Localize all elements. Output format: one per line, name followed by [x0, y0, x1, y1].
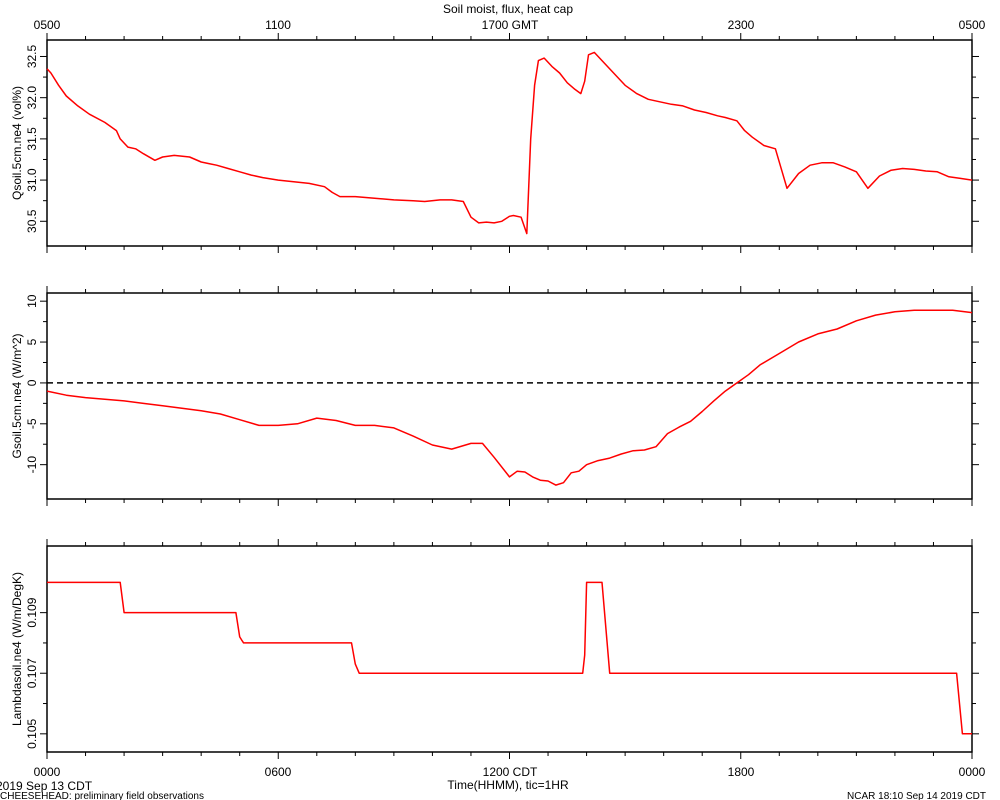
top-axis-tick-label: 0500 [34, 18, 61, 32]
y-tick-label: 32.5 [25, 44, 39, 68]
y-tick-label: 10 [25, 294, 39, 308]
y-axis-label: Lambdasoil.ne4 (W/m/DegK) [10, 572, 24, 726]
top-axis-tick-label: 1100 [265, 18, 291, 32]
footer-date: 2019 Sep 13 CDT [0, 779, 93, 793]
bottom-axis-tick-label: 1800 [728, 765, 755, 779]
chart-panels: 30.5 31.0 31.5 32.0 32.5 Qsoil.5cm.ne4 (vol%)… [10, 33, 979, 759]
x-axis-label: Time(HHMM), tic=1HR [447, 778, 569, 792]
chart-panel-1: 30.5 31.0 31.5 32.0 32.5 Qsoil.5cm.ne4 (vol%) [10, 33, 979, 253]
top-axis-tick-label: 0500 [959, 18, 986, 32]
bottom-axis-tick-label: 1200 CDT [483, 765, 538, 779]
footer-note: CHEESEHEAD: preliminary field observatio… [0, 791, 204, 800]
y-tick-label: -10 [25, 456, 39, 474]
y-tick-label: 0.109 [25, 597, 39, 627]
y-tick-label: 31.5 [25, 127, 39, 151]
y-tick-label: 0.105 [25, 718, 39, 748]
y-tick-label: 0.107 [25, 658, 39, 688]
bottom-axis-ticks: 0000 0600 1200 CDT 1800 0000 [34, 765, 986, 779]
top-axis-tick-label: 2300 [728, 18, 755, 32]
y-axis-label: Gsoil.5cm.ne4 (W/m^2) [10, 334, 24, 459]
bottom-axis-tick-label: 0000 [34, 765, 61, 779]
plot-frame [46, 292, 973, 500]
y-tick-label: -5 [25, 418, 39, 429]
footer-stamp: NCAR 18:10 Sep 14 2019 CDT [847, 791, 986, 800]
bottom-axis-tick-label: 0000 [959, 765, 986, 779]
series-line [47, 581, 972, 735]
chart-title: Soil moist, flux, heat cap [443, 2, 573, 16]
y-tick-label: 31.0 [25, 168, 39, 192]
series-line [46, 51, 973, 235]
top-axis-ticks: 0500 1100 1700 GMT 2300 0500 [34, 18, 986, 32]
plot-frame [46, 39, 973, 247]
y-tick-label: 32.0 [25, 86, 39, 110]
bottom-axis-tick-label: 0600 [265, 765, 292, 779]
y-axis-label: Qsoil.5cm.ne4 (vol%) [10, 86, 24, 200]
chart-panel-2: -10 -5 0 5 10 Gsoil.5cm.ne4 (W/m^2) [10, 286, 979, 506]
top-axis-tick-label: 1700 GMT [482, 18, 539, 32]
y-tick-label: 5 [25, 338, 39, 345]
plot-frame [46, 545, 973, 753]
series-line [46, 309, 973, 486]
y-tick-label: 0 [25, 379, 39, 386]
y-tick-label: 30.5 [25, 209, 39, 233]
